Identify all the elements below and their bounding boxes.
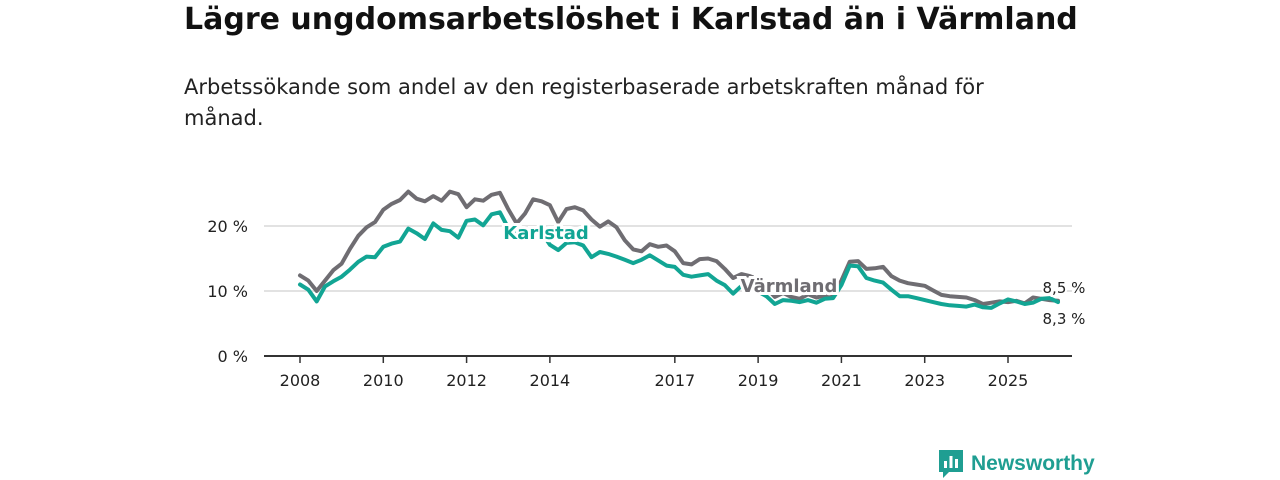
y-tick-label: 0 % — [218, 347, 248, 366]
chart-subtitle: Arbetssökande som andel av den registerb… — [184, 75, 984, 130]
series-labels: Karlstad Värmland 8,5 % 8,3 % — [500, 220, 1087, 330]
end-value-label: 8,3 % — [1043, 310, 1086, 328]
x-tick-label: 2012 — [446, 371, 487, 390]
series-line-varmland — [298, 189, 1060, 306]
x-tick-label: 2021 — [821, 371, 862, 390]
brand-logo: Newsworthy — [937, 448, 1095, 480]
series-lines — [298, 189, 1060, 310]
x-tick-label: 2017 — [654, 371, 695, 390]
x-tick-label: 2025 — [988, 371, 1029, 390]
y-tick-label: 20 % — [207, 217, 248, 236]
series-label-karlstad: Karlstad — [503, 223, 589, 244]
x-tick-label: 2023 — [904, 371, 945, 390]
x-tick-label: 2010 — [363, 371, 404, 390]
brand-name: Newsworthy — [971, 452, 1095, 475]
y-axis-ticks: 0 % 10 % 20 % — [207, 217, 248, 366]
x-tick-label: 2008 — [280, 371, 321, 390]
y-tick-label: 10 % — [207, 282, 248, 301]
end-value-label: 8,5 % — [1043, 279, 1086, 297]
x-tick-label: 2019 — [738, 371, 779, 390]
series-label-varmland: Värmland — [741, 276, 838, 297]
newsworthy-logo-icon — [939, 450, 963, 478]
series-line-karlstad — [298, 210, 1060, 310]
chart-title: Lägre ungdomsarbetslöshet i Karlstad än … — [184, 2, 1078, 37]
x-axis-ticks: 2008 2010 2012 2014 2017 2019 2021 2023 2025 — [280, 356, 1029, 390]
x-tick-label: 2014 — [530, 371, 571, 390]
